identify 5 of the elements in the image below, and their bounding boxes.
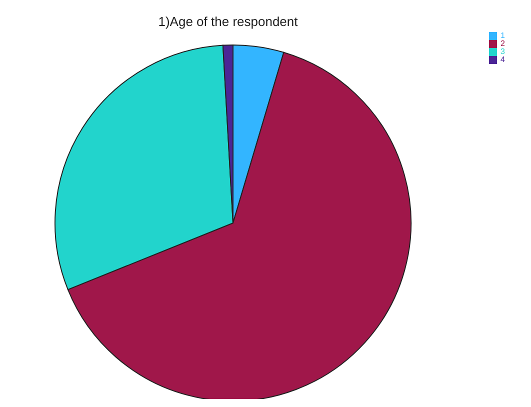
legend-label: 4	[500, 55, 505, 64]
legend-label: 2	[500, 39, 505, 48]
legend-label: 1	[500, 31, 505, 40]
legend-label: 3	[500, 47, 505, 56]
chart-title: 1)Age of the respondent	[157, 14, 299, 29]
